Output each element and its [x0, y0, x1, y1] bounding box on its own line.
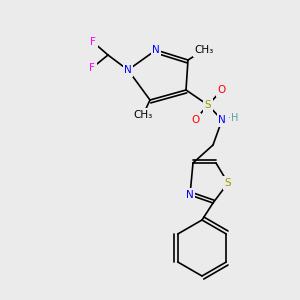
Text: N: N — [124, 65, 132, 75]
Text: F: F — [90, 37, 96, 47]
Text: N: N — [218, 115, 226, 125]
Text: ·H: ·H — [228, 113, 238, 123]
Text: O: O — [218, 85, 226, 95]
Text: F: F — [89, 63, 95, 73]
Text: S: S — [225, 178, 231, 188]
Text: CH₃: CH₃ — [194, 45, 214, 55]
Text: S: S — [205, 100, 211, 110]
Text: N: N — [186, 190, 194, 200]
Text: N: N — [152, 45, 160, 55]
Text: O: O — [191, 115, 199, 125]
Text: CH₃: CH₃ — [134, 110, 153, 120]
